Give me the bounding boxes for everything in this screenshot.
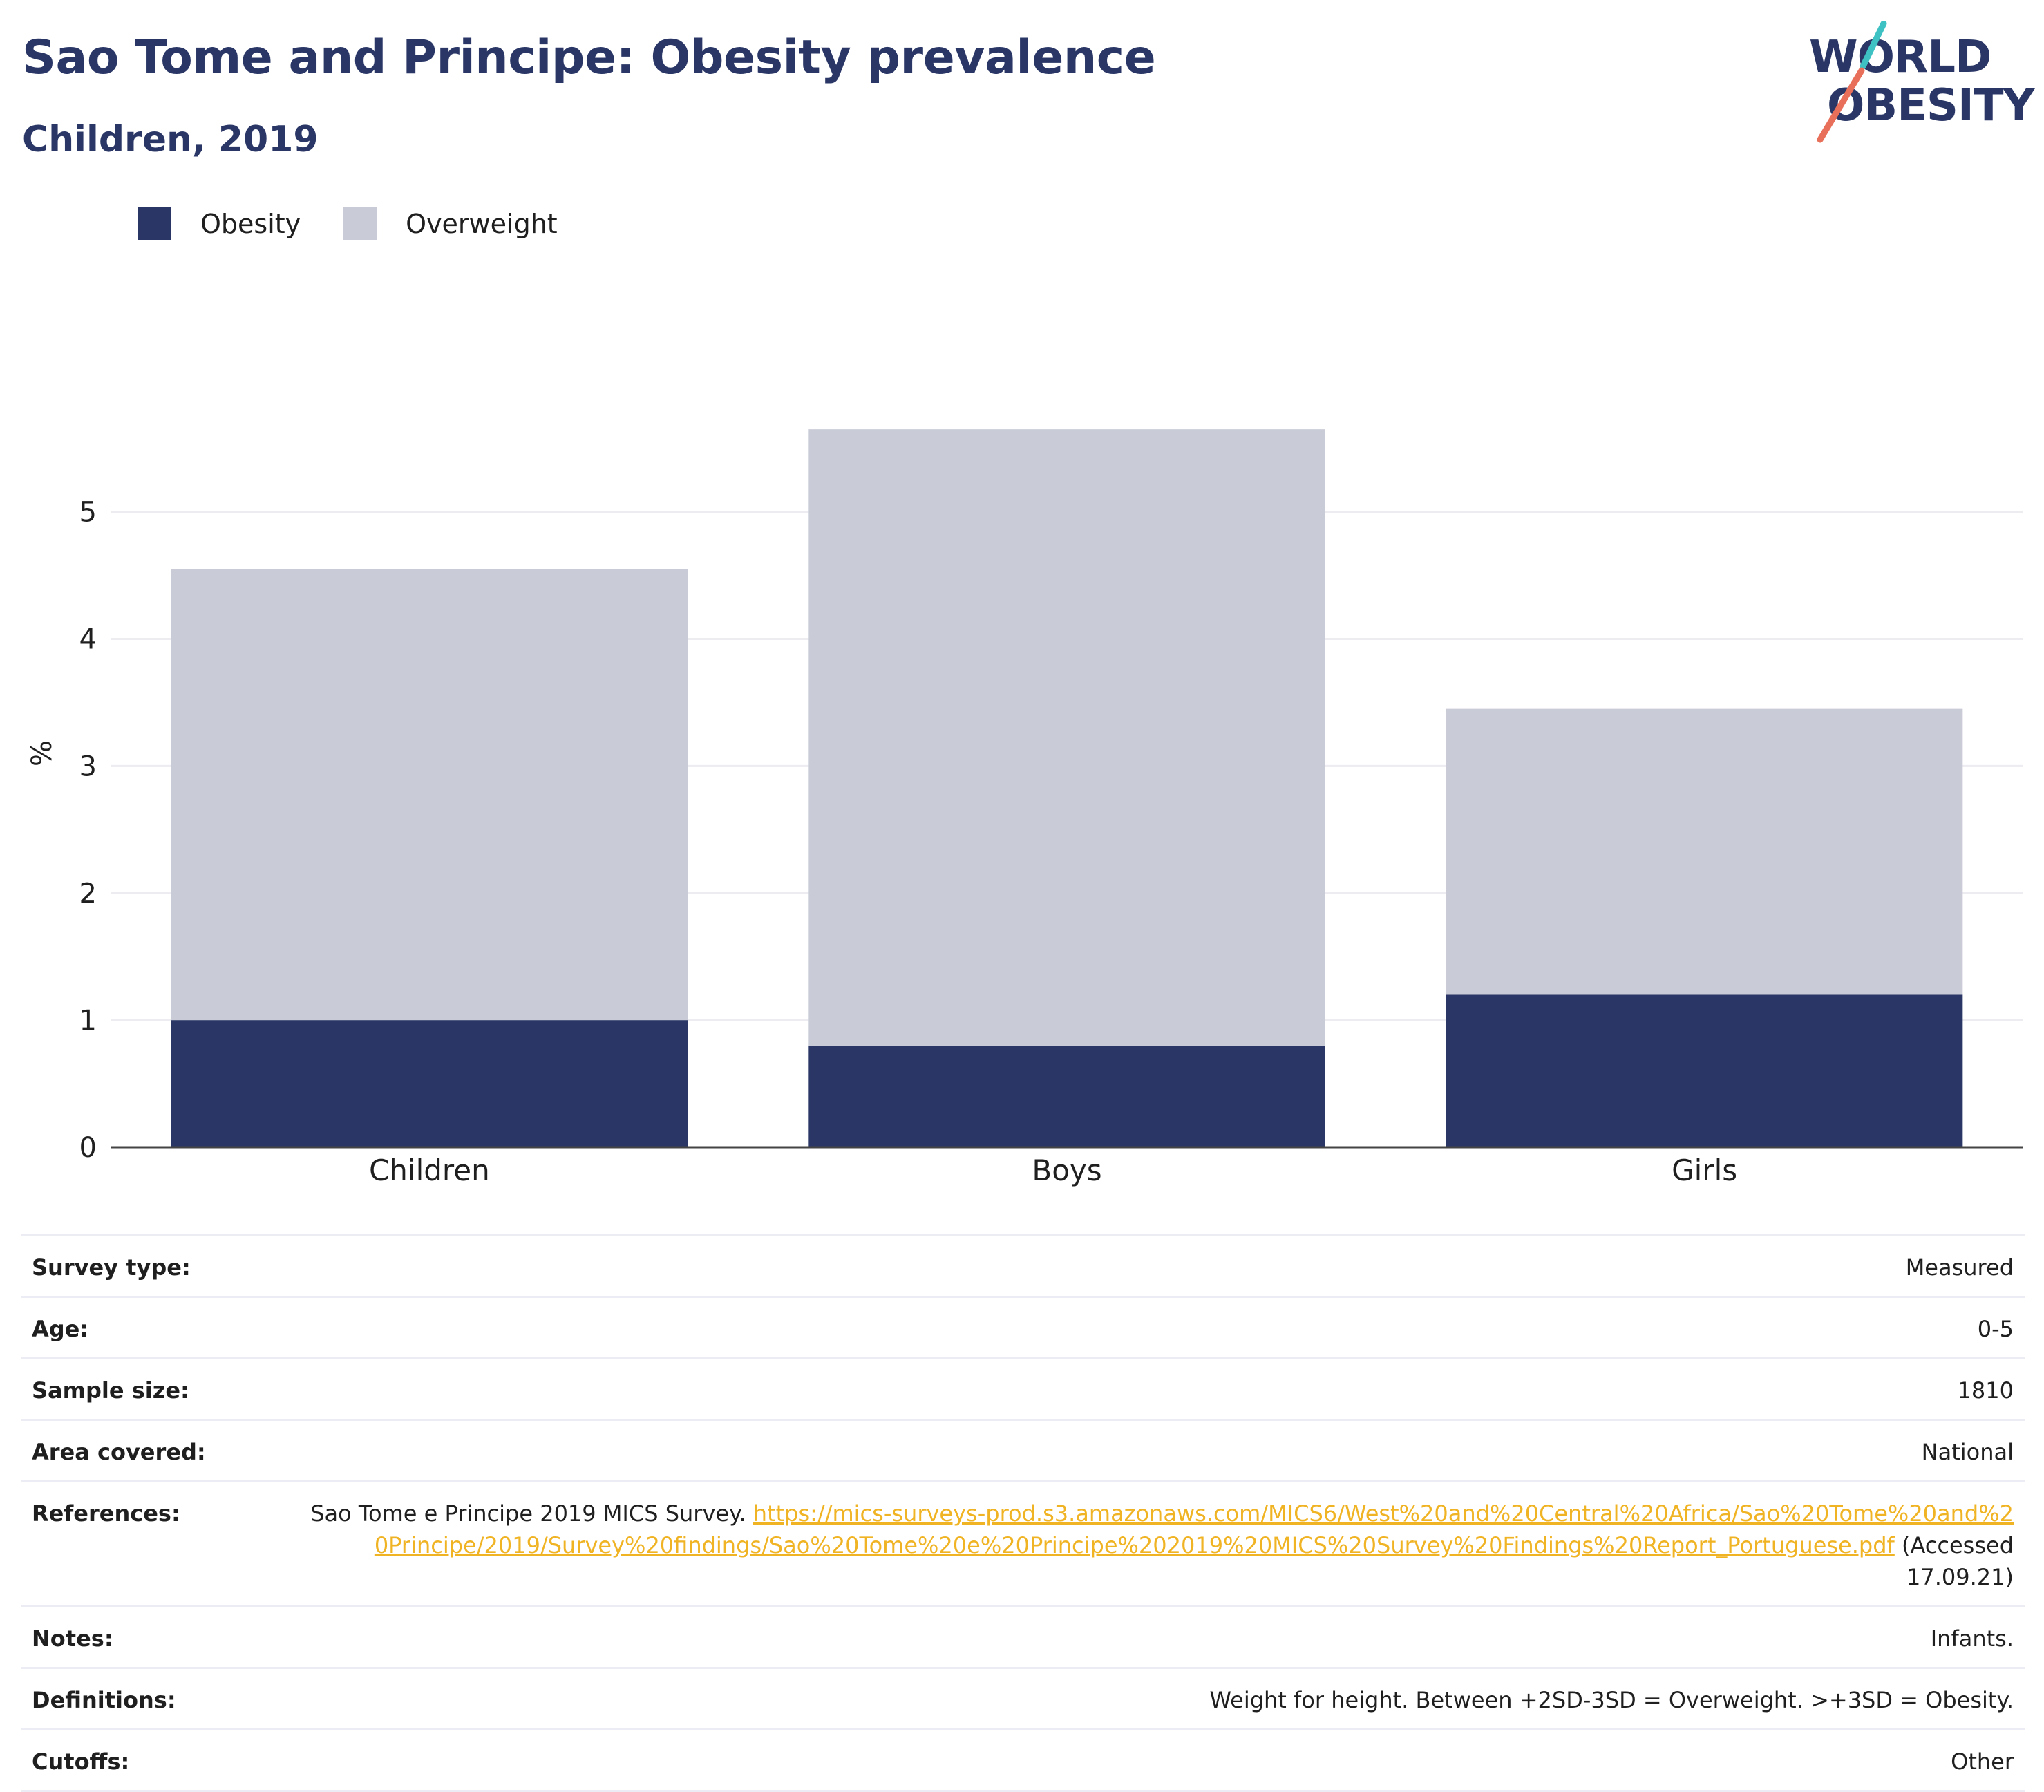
- table-row: Definitions: Weight for height. Between …: [21, 1667, 2025, 1730]
- x-tick-label-children: Children: [369, 1153, 490, 1187]
- legend-label-overweight: Overweight: [406, 209, 558, 239]
- meta-value-references: Sao Tome e Principe 2019 MICS Survey. ht…: [292, 1480, 2025, 1607]
- y-tick-label: 0: [79, 1132, 97, 1164]
- meta-key: Sample size:: [21, 1357, 292, 1420]
- legend-item-obesity[interactable]: Obesity: [138, 207, 301, 240]
- survey-metadata-table: Survey type: Measured Age: 0-5 Sample si…: [21, 1234, 2025, 1792]
- table-row: Cutoffs: Other: [21, 1728, 2025, 1792]
- meta-key: Cutoffs:: [21, 1728, 292, 1792]
- world-obesity-logo: WORLD OBESITY: [1797, 21, 2035, 145]
- meta-value: 0-5: [292, 1296, 2025, 1359]
- logo-text-obesity: OBESITY: [1827, 80, 2035, 131]
- logo-slash-icon: [1817, 21, 1887, 143]
- table-row: Sample size: 1810: [21, 1357, 2025, 1420]
- stacked-bar-chart: 0 1 2 3 4 5% Children Boys Girls: [26, 429, 2023, 1187]
- meta-value: Other: [292, 1728, 2025, 1792]
- bar-overweight-girls: [1446, 708, 1963, 995]
- meta-value: National: [292, 1419, 2025, 1482]
- y-tick-label: 3: [79, 751, 97, 782]
- table-row: References: Sao Tome e Principe 2019 MIC…: [21, 1480, 2025, 1607]
- y-tick-label: 1: [79, 1005, 97, 1037]
- table-row: Survey type: Measured: [21, 1234, 2025, 1297]
- y-tick-label: 4: [79, 624, 97, 656]
- meta-value: Weight for height. Between +2SD-3SD = Ov…: [292, 1667, 2025, 1730]
- x-tick-label-boys: Boys: [1032, 1153, 1101, 1187]
- x-tick-label-girls: Girls: [1672, 1153, 1737, 1187]
- bar-obesity-boys: [808, 1045, 1325, 1147]
- reference-text: Sao Tome e Principe 2019 MICS Survey.: [310, 1500, 746, 1527]
- y-tick-label: 2: [79, 878, 97, 909]
- logo-text-world: WORLD: [1809, 32, 1991, 83]
- y-tick-label: 5: [79, 497, 97, 529]
- chart-subtitle: Children, 2019: [22, 119, 319, 160]
- legend-label-obesity: Obesity: [200, 209, 301, 239]
- table-row: Area covered: National: [21, 1419, 2025, 1482]
- reference-accessed: (Accessed 17.09.21): [1901, 1532, 2014, 1590]
- y-axis-title: %: [26, 740, 58, 766]
- chart-legend: Obesity Overweight: [138, 207, 600, 240]
- meta-key: Area covered:: [21, 1419, 292, 1482]
- meta-value: Infants.: [292, 1605, 2025, 1668]
- legend-item-overweight[interactable]: Overweight: [343, 207, 558, 240]
- table-row: Age: 0-5: [21, 1296, 2025, 1359]
- meta-key: Definitions:: [21, 1667, 292, 1730]
- meta-value: Measured: [292, 1234, 2025, 1297]
- chart-title: Sao Tome and Principe: Obesity prevalenc…: [22, 30, 1156, 85]
- meta-key: Age:: [21, 1296, 292, 1359]
- legend-swatch-overweight: [343, 207, 377, 240]
- legend-swatch-obesity: [138, 207, 171, 240]
- bar-obesity-children: [171, 1020, 688, 1147]
- bar-overweight-boys: [808, 429, 1325, 1046]
- bar-overweight-children: [171, 569, 688, 1021]
- table-row: Notes: Infants.: [21, 1605, 2025, 1668]
- meta-key: Notes:: [21, 1605, 292, 1668]
- meta-key: References:: [21, 1480, 292, 1607]
- meta-key: Survey type:: [21, 1234, 292, 1297]
- meta-value: 1810: [292, 1357, 2025, 1420]
- reference-link[interactable]: https://mics-surveys-prod.s3.amazonaws.c…: [374, 1500, 2014, 1558]
- bar-obesity-girls: [1446, 994, 1963, 1147]
